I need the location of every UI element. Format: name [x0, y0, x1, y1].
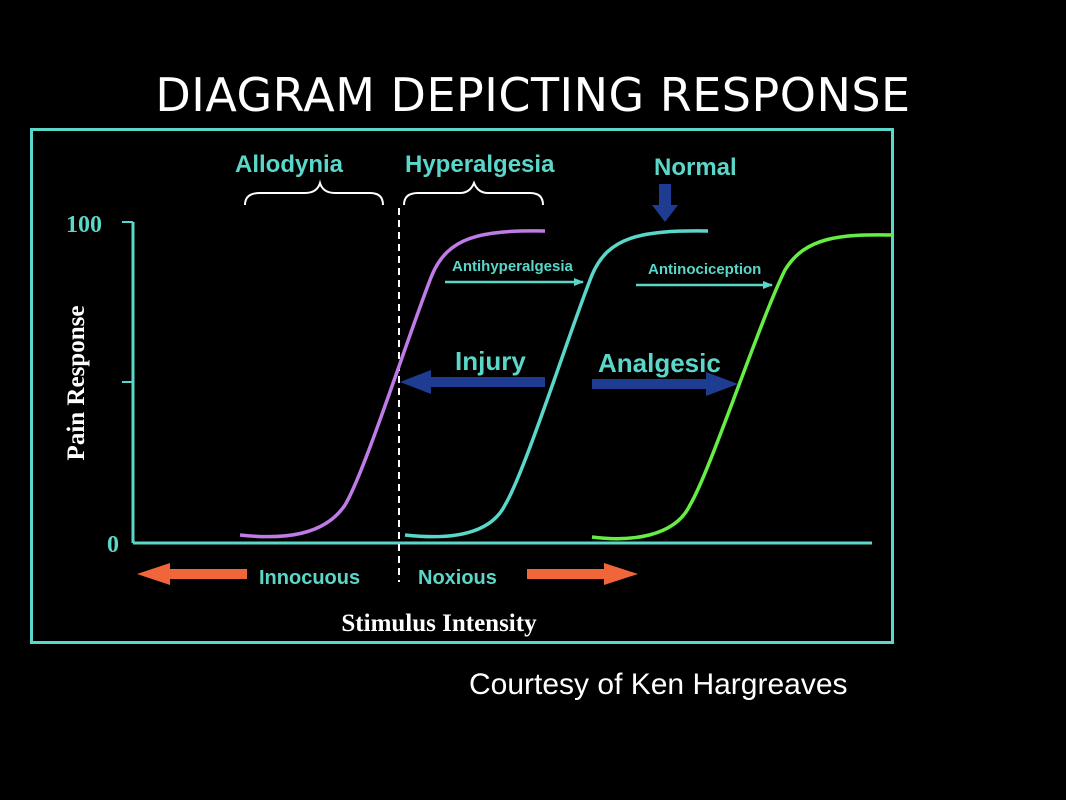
credit-text: Courtesy of Ken Hargreaves: [469, 668, 848, 701]
allodynia-label: Allodynia: [235, 151, 344, 178]
hyperalgesia-brace: [403, 180, 544, 206]
innocuous-label: Innocuous: [259, 567, 360, 589]
normal-curve: [404, 229, 709, 539]
allodynia-curve: [239, 229, 546, 539]
allodynia-brace: [244, 179, 384, 206]
antihyperalgesia-label: Antihyperalgesia: [452, 258, 574, 275]
injury-label: Injury: [455, 346, 526, 376]
normal-down-arrow: [652, 184, 678, 222]
y-axis-label: Pain Response: [63, 306, 90, 461]
antinociception-label: Antinociception: [648, 261, 761, 278]
normal-label: Normal: [654, 154, 737, 181]
analgesic-curve: [591, 233, 894, 541]
noxious-arrow: [527, 563, 638, 585]
innocuous-arrow: [137, 563, 247, 585]
noxious-label: Noxious: [418, 567, 497, 589]
x-axis-label: Stimulus Intensity: [341, 610, 537, 637]
slide-title: DIAGRAM DEPICTING RESPONSE: [155, 68, 911, 122]
hyperalgesia-label: Hyperalgesia: [405, 151, 555, 178]
analgesic-label: Analgesic: [598, 348, 721, 378]
y-tick-label-100: 100: [66, 212, 102, 238]
injury-arrow: [400, 370, 545, 394]
y-tick-label-0: 0: [107, 532, 119, 558]
analgesic-arrow: [592, 372, 738, 396]
